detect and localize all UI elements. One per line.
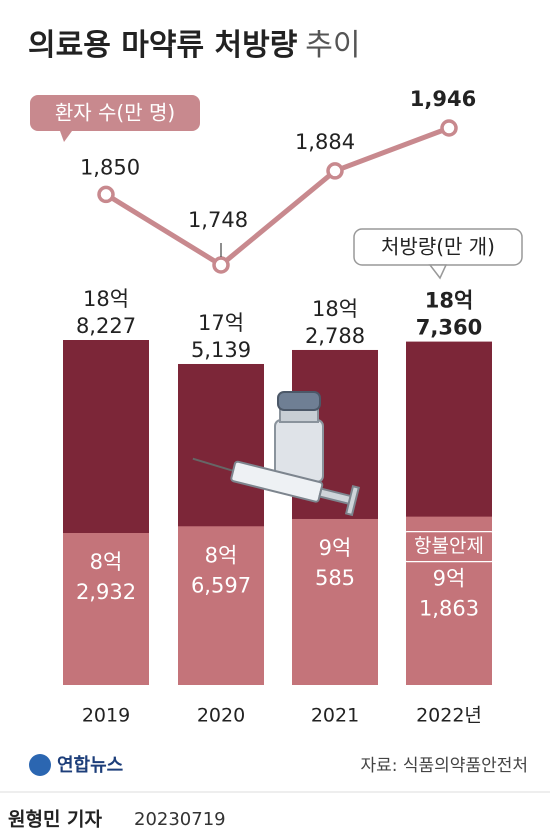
value-label: 18억 — [425, 289, 474, 313]
bar — [292, 518, 378, 685]
value-label: 18억 — [312, 297, 358, 321]
value-label: 5,139 — [191, 338, 251, 362]
x-tick-label: 2019 — [82, 705, 130, 727]
value-label: 1,748 — [188, 208, 248, 232]
legend-line-box — [30, 95, 200, 131]
syringe-illustration — [192, 391, 360, 517]
line — [104, 125, 450, 269]
x-tick-label: 2021 — [311, 705, 359, 727]
line-point — [212, 256, 230, 274]
legend-line-label: 환자 수(만 명) — [55, 101, 175, 125]
value-label: 8억 — [90, 550, 123, 574]
value-label: 9억 — [433, 567, 466, 591]
value-label: 1,863 — [419, 597, 479, 621]
title-suffix: 추이 — [305, 28, 360, 63]
value-label: 1,850 — [80, 155, 140, 179]
line-point — [326, 162, 344, 180]
legend-pointer — [428, 264, 448, 280]
series-name-label: 항불안제 — [414, 535, 484, 557]
bar — [63, 532, 149, 685]
bar — [178, 526, 264, 685]
x-tick-label: 2022년 — [416, 705, 482, 727]
value-label: 1,884 — [295, 130, 355, 154]
line-point — [97, 185, 115, 204]
series-name-box — [402, 531, 496, 563]
date: 20230719 — [134, 809, 226, 830]
value-label: 8억 — [205, 543, 238, 567]
legend-pointer — [60, 131, 72, 142]
value-label: 2,788 — [305, 324, 365, 348]
value-label: 8,227 — [76, 314, 136, 338]
value-label: 6,597 — [191, 573, 251, 597]
x-tick-label: 2020 — [197, 705, 245, 727]
value-label: 7,360 — [416, 316, 482, 340]
title: 의료용 마약류 처방량 추이 — [28, 28, 361, 63]
byline: 원형민 기자 — [8, 809, 103, 831]
bars-layer: 2019 2020 2021 2022년 18억 8,227 17억 5,139 18억 2,78… — [63, 287, 496, 727]
line-layer: 1,850 1,748 1,884 1,946 — [80, 87, 476, 274]
value-label: 18억 — [83, 287, 129, 311]
source: 자료: 식품의약품안전처 — [360, 756, 528, 776]
value-label: 9억 — [319, 536, 352, 560]
value-label: 2,932 — [76, 580, 136, 604]
logo: 연합뉴스 — [57, 754, 123, 776]
logo-icon — [29, 754, 51, 776]
value-label: 585 — [315, 566, 355, 590]
value-label: 1,946 — [410, 87, 476, 111]
value-label: 17억 — [198, 311, 244, 335]
bar — [406, 516, 492, 685]
legend-bar-label: 처방량(만 개) — [381, 235, 495, 259]
title-main: 의료용 마약류 처방량 — [28, 28, 298, 63]
line-point — [440, 119, 458, 137]
